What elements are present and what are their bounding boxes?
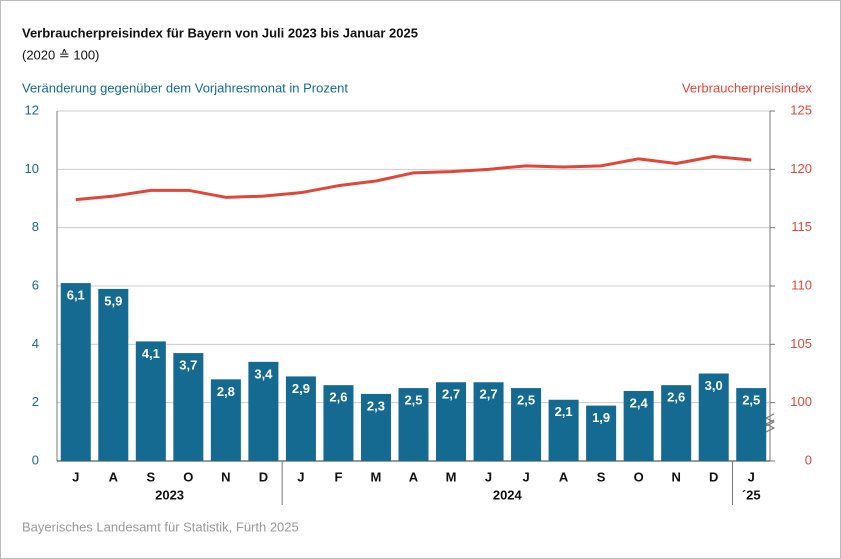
bar <box>135 341 166 461</box>
x-tick-label: A <box>409 469 419 484</box>
bar <box>360 393 391 461</box>
x-tick-label: J <box>485 469 492 484</box>
x-tick-label: M <box>371 469 382 484</box>
bar <box>98 288 129 461</box>
value-label: 2,4 <box>630 395 649 410</box>
value-label: 2,5 <box>404 393 422 408</box>
value-label: 2,6 <box>329 390 347 405</box>
value-label: 2,3 <box>367 398 385 413</box>
value-label: 2,8 <box>217 384 235 399</box>
bar <box>173 353 204 461</box>
x-tick-label: N <box>221 469 230 484</box>
bar <box>436 382 467 461</box>
x-tick-label: J <box>748 469 755 484</box>
y-axis-title: Veränderung gegenüber dem Vorjahresmonat… <box>22 80 348 95</box>
y2-tick-label: 110 <box>791 277 812 292</box>
x-tick-label: M <box>446 469 457 484</box>
y-tick-label: 0 <box>32 452 39 467</box>
x-group-label: ´25 <box>742 487 761 502</box>
bar <box>248 361 279 461</box>
y2-tick-label: 105 <box>790 336 812 351</box>
y-tick-label: 2 <box>32 394 39 409</box>
line <box>75 155 752 202</box>
value-label: 4,1 <box>142 346 160 361</box>
y2-axis-title: Verbraucherpreisindex <box>682 80 813 95</box>
value-label: 5,9 <box>104 293 122 308</box>
value-label: 3,7 <box>179 358 197 373</box>
x-group-label: 2023 <box>155 487 184 502</box>
bar <box>548 399 579 461</box>
x-tick-label: D <box>259 469 268 484</box>
bar <box>323 385 354 461</box>
y-tick-label: 4 <box>32 336 39 351</box>
value-label: 2,6 <box>667 390 685 405</box>
value-label: 2,7 <box>480 387 498 402</box>
x-tick-label: A <box>559 469 569 484</box>
bar <box>285 376 316 461</box>
x-tick-label: F <box>334 469 342 484</box>
bar <box>736 388 767 461</box>
x-tick-label: J <box>297 469 304 484</box>
y2-tick-label: 115 <box>791 219 812 234</box>
chart-title: Verbraucherpreisindex für Bayern von Jul… <box>22 25 418 40</box>
value-label: 2,7 <box>442 387 460 402</box>
bar <box>698 373 729 461</box>
x-tick-label: A <box>109 469 119 484</box>
source: Bayerisches Landesamt für Statistik, Für… <box>22 519 299 534</box>
bar <box>661 385 692 461</box>
bar <box>623 391 654 461</box>
value-label: 2,1 <box>555 404 573 419</box>
y2-tick-label: 100 <box>790 394 812 409</box>
x-tick-label: S <box>597 469 606 484</box>
x-group-label: 2024 <box>493 487 523 502</box>
y-tick-label: 8 <box>32 219 39 234</box>
x-tick-label: O <box>183 469 193 484</box>
bar <box>60 283 91 461</box>
y2-tick-label: 120 <box>790 161 812 176</box>
value-label: 3,0 <box>705 378 723 393</box>
y2-tick-label: 0 <box>805 452 812 467</box>
chart-subtitle: (2020 ≙ 100) <box>22 47 99 62</box>
bar <box>398 388 429 461</box>
bar <box>210 379 241 461</box>
x-tick-label: S <box>146 469 155 484</box>
value-label: 3,4 <box>254 366 273 381</box>
bar <box>473 382 504 461</box>
x-tick-label: J <box>522 469 529 484</box>
bar <box>511 388 542 461</box>
y2-tick-label: 125 <box>790 102 812 117</box>
value-label: 2,5 <box>517 393 535 408</box>
value-label: 6,1 <box>67 288 85 303</box>
x-tick-label: J <box>72 469 79 484</box>
y-tick-label: 6 <box>32 277 39 292</box>
value-label: 1,9 <box>592 410 610 425</box>
value-label: 2,5 <box>742 393 760 408</box>
bar <box>586 405 617 461</box>
x-tick-label: D <box>709 469 718 484</box>
x-tick-label: O <box>634 469 644 484</box>
value-label: 2,9 <box>292 381 310 396</box>
y-tick-label: 12 <box>25 102 39 117</box>
x-tick-label: N <box>671 469 680 484</box>
y-tick-label: 10 <box>25 161 39 176</box>
